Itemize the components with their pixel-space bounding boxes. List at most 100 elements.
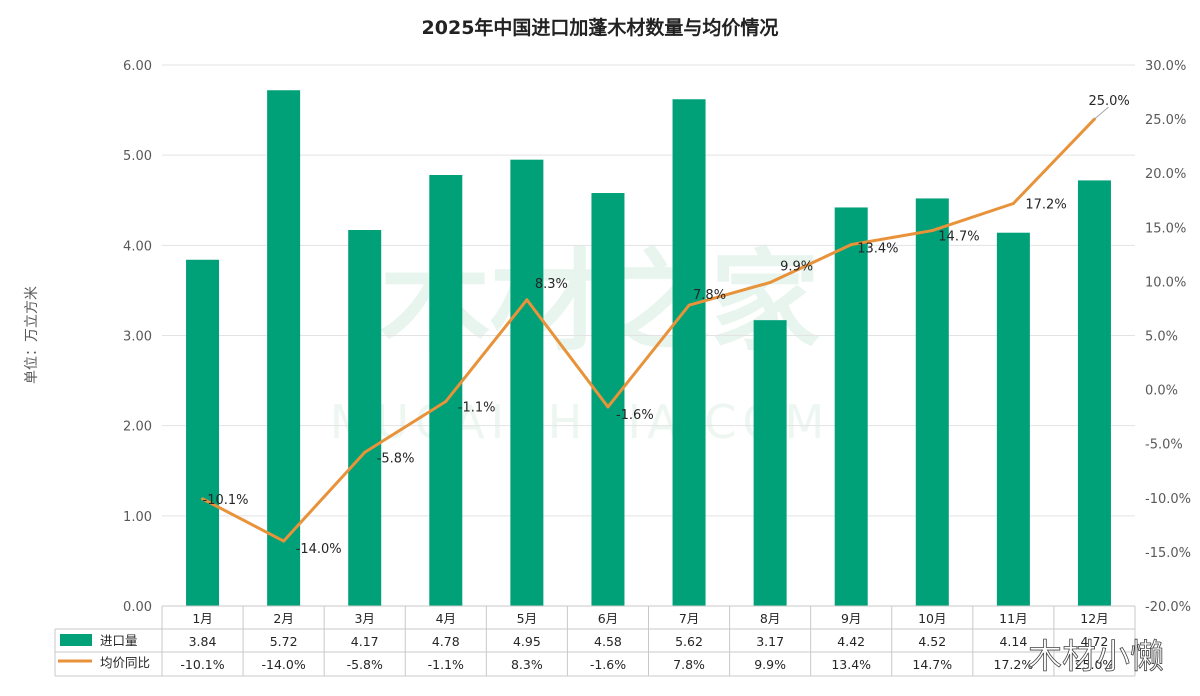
bar: [267, 90, 301, 607]
left-tick-label: 5.00: [123, 149, 152, 164]
data-table: 1月 2月 3月 4月 5月 6月 7月 8月 9月 10月 11月 12月 进口量 均价同比 3.8…: [54, 605, 1136, 677]
table-cell-volume: 4.58: [594, 634, 622, 649]
line-data-label: 14.7%: [938, 230, 979, 245]
category-label: 6月: [598, 611, 618, 626]
table-cell-volume: 4.17: [351, 634, 379, 649]
line-point: [687, 303, 691, 307]
right-tick-label: 20.0%: [1145, 167, 1186, 182]
left-tick-label: 1.00: [123, 510, 152, 525]
line-point: [201, 497, 205, 501]
table-cell-volume: 4.72: [1081, 634, 1109, 649]
right-tick-label: -5.0%: [1145, 438, 1183, 453]
category-label: 5月: [517, 611, 537, 626]
table-cell-price-yoy: 8.3%: [511, 657, 543, 672]
right-tick-label: 5.0%: [1145, 330, 1178, 345]
bar: [348, 230, 382, 606]
line-series: [201, 117, 1096, 543]
line-data-label: 7.8%: [693, 288, 726, 303]
right-axis: -20.0% -15.0% -10.0% -5.0% 0.0% 5.0% 10.0% 15.0…: [1145, 59, 1191, 615]
line-point: [444, 400, 448, 404]
bar: [591, 193, 625, 606]
line-data-label: -10.1%: [203, 493, 249, 508]
right-tick-label: 0.0%: [1145, 384, 1178, 399]
table-cell-volume: 4.52: [918, 634, 946, 649]
left-tick-label: 2.00: [123, 420, 152, 435]
bar: [915, 198, 949, 607]
line-point: [525, 298, 529, 302]
right-tick-label: 30.0%: [1145, 59, 1186, 74]
left-tick-label: 0.00: [123, 600, 152, 615]
author-signature: 木材小懒: [1028, 637, 1164, 677]
table-cell-price-yoy: 17.2%: [994, 657, 1034, 672]
legend-line-label: 均价同比: [100, 655, 150, 670]
table-cell-price-yoy: -10.1%: [180, 657, 224, 672]
right-tick-label: -20.0%: [1145, 600, 1191, 615]
table-cell-price-yoy: -14.0%: [262, 657, 306, 672]
line-data-label: 9.9%: [780, 259, 813, 274]
line-data-label: 8.3%: [535, 277, 568, 292]
left-tick-label: 6.00: [123, 59, 152, 74]
line-data-label: 25.0%: [1088, 94, 1129, 109]
table-cell-price-yoy: -1.6%: [590, 657, 626, 672]
label-leader-line: [1094, 106, 1109, 120]
table-cell-price-yoy: -1.1%: [428, 657, 464, 672]
table-cell-price-yoy: 25.0%: [1075, 657, 1115, 672]
table-cell-price-yoy: 9.9%: [754, 657, 786, 672]
line-point: [282, 539, 286, 543]
left-tick-label: 4.00: [123, 239, 152, 254]
gridlines: [162, 64, 1135, 607]
bar: [834, 207, 868, 607]
line-data-label: -1.6%: [616, 408, 654, 423]
line-data-label: 13.4%: [857, 242, 898, 257]
legend-bar-label: 进口量: [100, 633, 138, 648]
category-label: 1月: [192, 611, 212, 626]
bar-series: [186, 90, 1111, 607]
right-tick-label: 25.0%: [1145, 113, 1186, 128]
y-axis-unit-label: 单位：万立方米: [24, 286, 40, 384]
bar: [1077, 180, 1111, 606]
table-cell-volume: 3.84: [189, 634, 217, 649]
line-data-labels: -10.1% -14.0% -5.8% -1.1% 8.3% -1.6% 7.8% 9.9% 1…: [203, 94, 1130, 557]
category-label: 4月: [436, 611, 456, 626]
table-cell-price-yoy: 13.4%: [831, 657, 871, 672]
table-cell-volume: 4.14: [999, 634, 1027, 649]
table-cell-price-yoy: 14.7%: [912, 657, 952, 672]
bar: [186, 259, 220, 606]
category-label: 3月: [354, 611, 374, 626]
chart-title: 2025年中国进口加蓬木材数量与均价情况: [422, 16, 779, 39]
table-cell-volume: 5.72: [270, 634, 298, 649]
line-point: [363, 450, 367, 454]
data-table-row-bar: 3.84 5.72 4.17 4.78 4.95 4.58 5.62 3.17 4.42 4.52…: [189, 634, 1109, 649]
table-cell-price-yoy: -5.8%: [347, 657, 383, 672]
table-cell-volume: 5.62: [675, 634, 703, 649]
category-label: 9月: [841, 611, 861, 626]
category-label: 12月: [1080, 611, 1108, 626]
category-label: 2月: [273, 611, 293, 626]
line-data-label: 17.2%: [1025, 197, 1066, 212]
category-label: 10月: [918, 611, 946, 626]
right-tick-label: -15.0%: [1145, 546, 1191, 561]
right-tick-label: 15.0%: [1145, 221, 1186, 236]
table-cell-volume: 4.95: [513, 634, 541, 649]
left-axis: 0.00 1.00 2.00 3.00 4.00 5.00 6.00: [123, 59, 152, 615]
line-data-label: -1.1%: [458, 401, 496, 416]
line-point: [768, 280, 772, 284]
bar: [510, 159, 544, 607]
data-table-categories: 1月 2月 3月 4月 5月 6月 7月 8月 9月 10月 11月 12月: [192, 611, 1108, 626]
table-cell-volume: 4.78: [432, 634, 460, 649]
line-point: [930, 229, 934, 233]
bar: [996, 232, 1030, 606]
line-data-label: -14.0%: [296, 542, 342, 557]
table-cell-volume: 3.17: [756, 634, 784, 649]
line-point: [1011, 201, 1015, 205]
line-point: [606, 405, 610, 409]
right-tick-label: -10.0%: [1145, 492, 1191, 507]
line-data-label: -5.8%: [377, 451, 415, 466]
category-label: 7月: [679, 611, 699, 626]
bar: [753, 320, 787, 606]
line-point: [849, 243, 853, 247]
line-series-path: [201, 118, 1096, 543]
table-cell-price-yoy: 7.8%: [673, 657, 705, 672]
green-square-icon: [60, 634, 92, 646]
